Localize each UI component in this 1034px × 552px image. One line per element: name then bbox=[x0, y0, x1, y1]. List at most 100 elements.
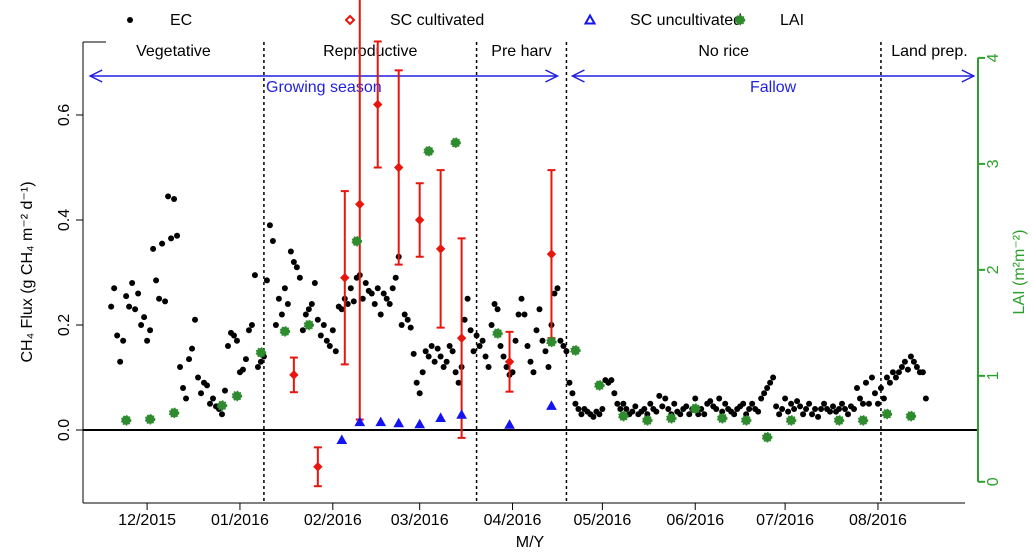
ec-point bbox=[248, 322, 255, 329]
ec-point bbox=[877, 385, 884, 392]
ec-point bbox=[761, 390, 768, 397]
ec-point bbox=[135, 290, 142, 297]
ec-point bbox=[120, 337, 127, 344]
x-tick-label: 05/2016 bbox=[573, 512, 631, 529]
ec-point bbox=[263, 277, 270, 284]
ec-point bbox=[812, 406, 819, 413]
lai-point bbox=[279, 326, 291, 337]
sc-cultivated-point bbox=[355, 199, 365, 209]
ec-point bbox=[443, 358, 450, 365]
ec-point bbox=[488, 322, 495, 329]
ec-point bbox=[599, 406, 606, 413]
ec-point bbox=[827, 408, 834, 415]
ec-point bbox=[431, 358, 438, 365]
ec-point bbox=[713, 406, 720, 413]
ec-point bbox=[165, 193, 172, 200]
y-tick-label: 0.2 bbox=[56, 314, 73, 336]
ec-point bbox=[123, 293, 130, 300]
sc-cultivated-point bbox=[456, 333, 467, 343]
ec-point bbox=[497, 343, 504, 350]
ec-point bbox=[230, 332, 237, 339]
lai-point bbox=[857, 415, 869, 426]
lai-point bbox=[450, 137, 461, 148]
ec-point bbox=[245, 327, 252, 334]
ec-point bbox=[126, 303, 133, 310]
ec-point bbox=[859, 400, 866, 407]
ec-point bbox=[518, 295, 525, 302]
ec-point bbox=[868, 374, 875, 381]
ec-point bbox=[641, 406, 648, 413]
ec-point bbox=[874, 400, 881, 407]
ec-point bbox=[419, 369, 426, 376]
sc-uncultivated-point bbox=[336, 434, 348, 444]
ec-point bbox=[503, 364, 510, 371]
ec-point bbox=[195, 374, 202, 381]
ec-point bbox=[338, 306, 345, 313]
ec-point bbox=[233, 337, 240, 344]
ec-point bbox=[383, 295, 390, 302]
ec-point bbox=[764, 385, 771, 392]
ec-point bbox=[416, 390, 423, 397]
ec-point bbox=[380, 290, 387, 297]
ec-point bbox=[880, 395, 887, 402]
lai-point bbox=[492, 328, 503, 339]
ec-point bbox=[731, 411, 738, 418]
ec-point bbox=[800, 411, 807, 418]
ec-point bbox=[620, 400, 627, 407]
ec-point bbox=[922, 395, 929, 402]
lai-point bbox=[168, 407, 180, 419]
x-tick-label: 08/2016 bbox=[849, 512, 907, 529]
sc-cultivated-point bbox=[504, 357, 515, 367]
ec-point bbox=[569, 390, 576, 397]
ec-point bbox=[746, 406, 753, 413]
ec-point bbox=[293, 264, 300, 271]
ec-point bbox=[476, 343, 483, 350]
y2-tick-label: 0 bbox=[985, 477, 1002, 486]
sc-cultivated-point bbox=[393, 162, 404, 173]
ec-point bbox=[308, 301, 315, 308]
ec-point bbox=[686, 411, 693, 418]
ec-point bbox=[524, 343, 531, 350]
ec-point bbox=[362, 280, 369, 287]
ec-point bbox=[183, 395, 190, 402]
ec-point bbox=[314, 316, 321, 323]
ec-point bbox=[254, 364, 261, 371]
sc-cultivated-point bbox=[414, 215, 425, 225]
ec-point bbox=[797, 403, 804, 410]
ec-point bbox=[132, 306, 139, 313]
ec-point bbox=[767, 379, 774, 386]
ec-point bbox=[209, 395, 216, 402]
phase-label: Vegetative bbox=[136, 43, 211, 60]
ec-point bbox=[377, 311, 384, 318]
arrow-label: Growing season bbox=[266, 79, 382, 96]
ec-point bbox=[446, 343, 453, 350]
sc-uncultivated-point bbox=[354, 416, 366, 427]
sc-uncultivated-point bbox=[375, 416, 387, 427]
sc-cultivated-point bbox=[373, 99, 383, 110]
ec-point bbox=[839, 400, 846, 407]
ec-point bbox=[889, 369, 896, 376]
phase-label: No rice bbox=[698, 43, 749, 60]
ec-point bbox=[623, 406, 630, 413]
y2-tick-label: 4 bbox=[985, 53, 1002, 62]
y-tick-label: 0.0 bbox=[56, 419, 73, 441]
legend-marker bbox=[583, 13, 597, 25]
ec-point bbox=[886, 379, 893, 386]
ec-point bbox=[344, 301, 351, 308]
ec-point bbox=[467, 327, 474, 334]
ec-point bbox=[830, 403, 837, 410]
ec-point bbox=[536, 306, 543, 313]
ec-point bbox=[470, 348, 477, 355]
ec-point bbox=[305, 306, 312, 313]
ec-point bbox=[422, 348, 429, 355]
ec-point bbox=[776, 411, 783, 418]
ec-point bbox=[671, 400, 678, 407]
ec-point bbox=[317, 332, 324, 339]
ec-point bbox=[740, 400, 747, 407]
ec-point bbox=[578, 411, 585, 418]
ec-point bbox=[204, 382, 211, 389]
lai-point bbox=[570, 345, 581, 356]
ec-point bbox=[698, 406, 705, 413]
sc-uncultivated-point bbox=[414, 418, 426, 429]
